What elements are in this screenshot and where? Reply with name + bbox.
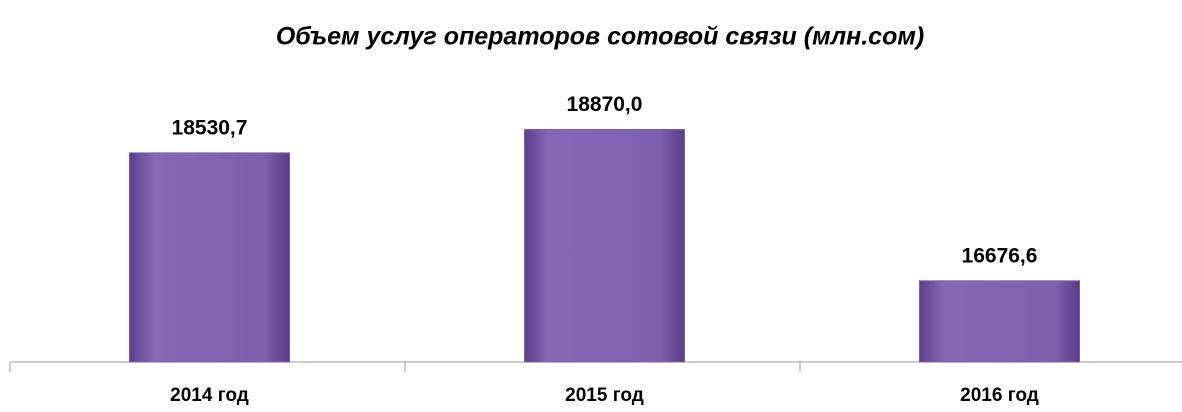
value-label: 18530,7 (172, 116, 248, 139)
x-tick-label: 2016 год (960, 385, 1039, 406)
x-tick-label: 2015 год (565, 385, 644, 406)
bar (129, 152, 290, 363)
chart-title: Объем услуг операторов сотовой связи (мл… (276, 23, 924, 51)
x-tick-label: 2014 год (170, 385, 249, 406)
value-label: 16676,6 (962, 244, 1038, 267)
bar (919, 280, 1080, 363)
bar (524, 128, 685, 363)
value-label: 18870,0 (567, 93, 643, 116)
